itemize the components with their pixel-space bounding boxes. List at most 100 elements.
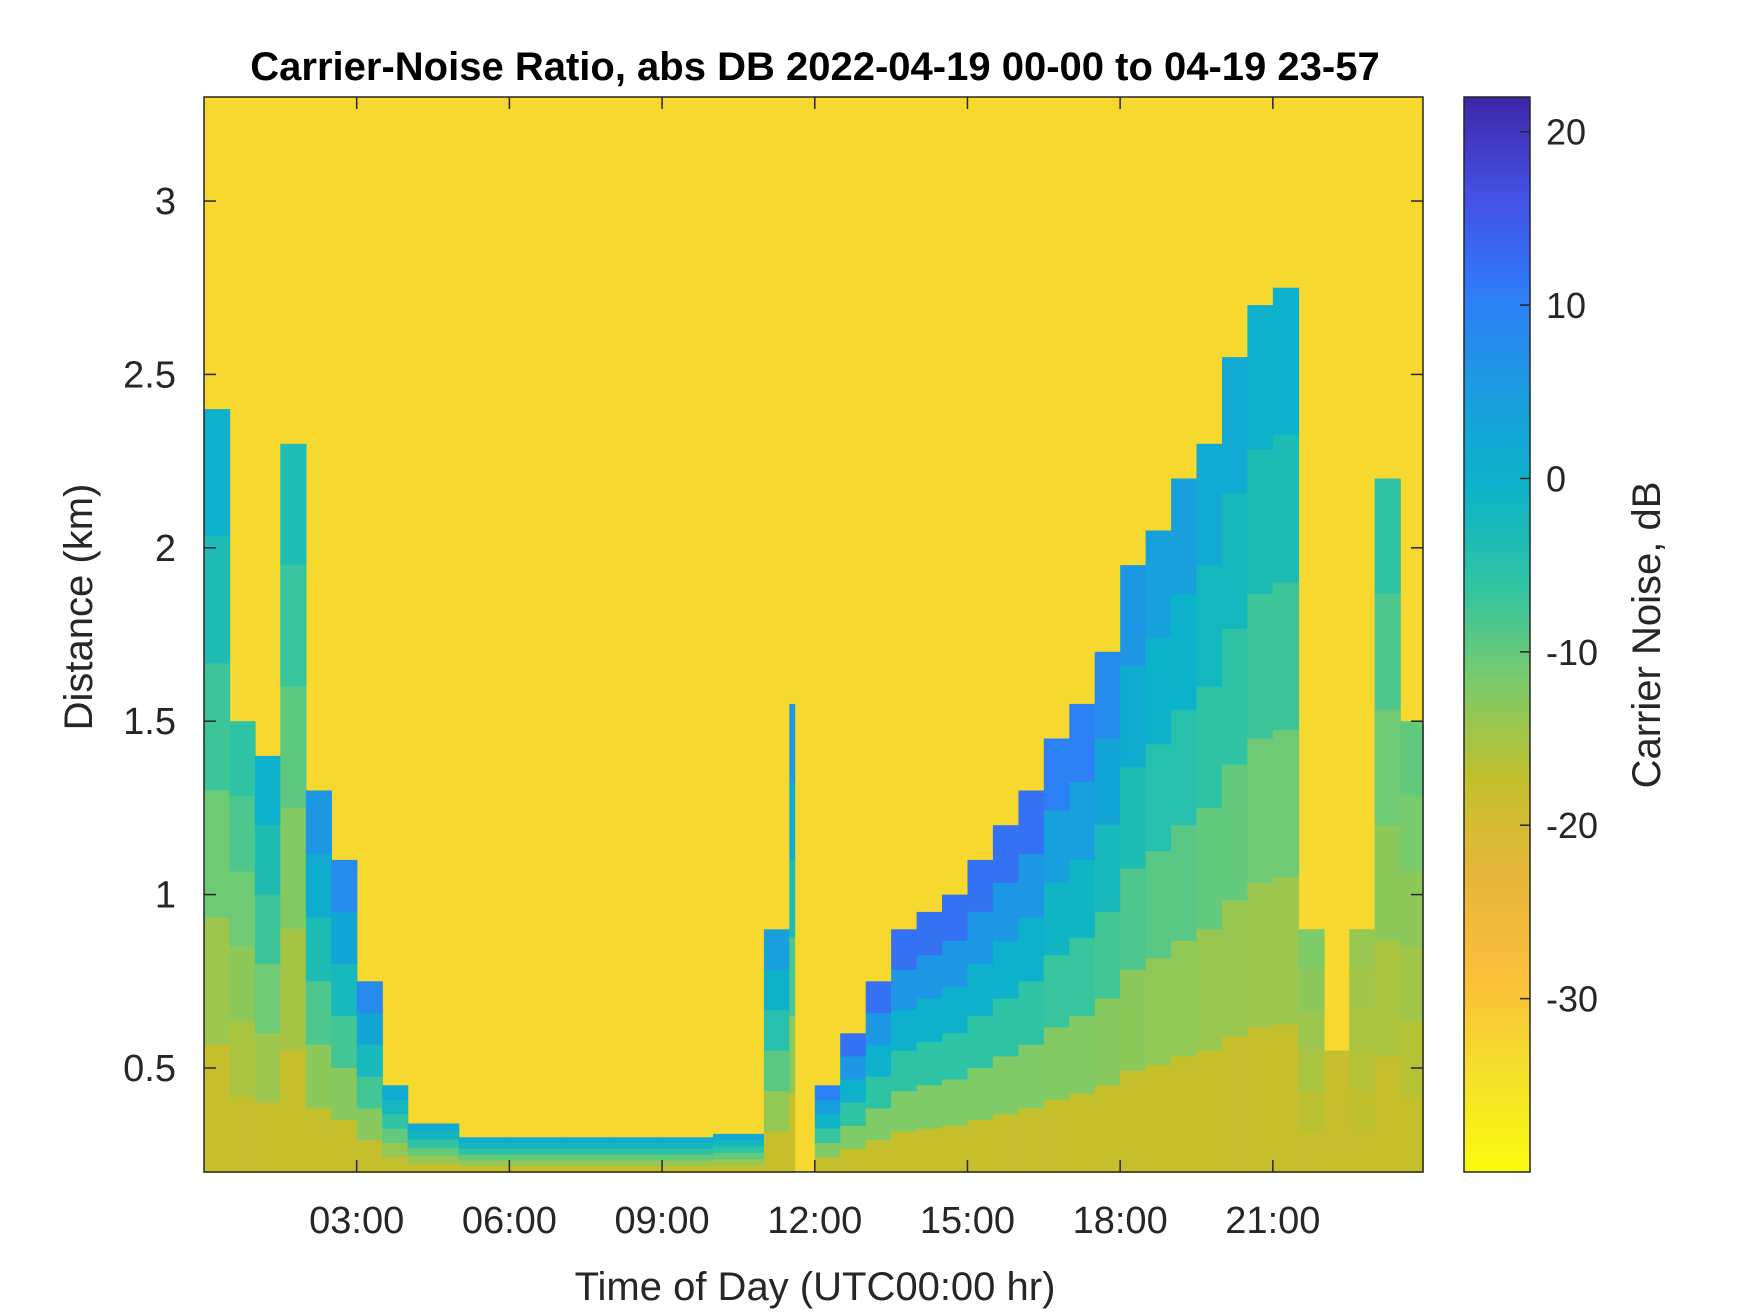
heatmap-column	[992, 825, 1020, 1173]
heatmap-cell	[916, 1085, 943, 1130]
heatmap-cell	[865, 1044, 892, 1078]
heatmap-column	[1400, 721, 1424, 1173]
heatmap-cell	[789, 937, 796, 1017]
y-tick-label: 3	[155, 181, 176, 223]
heatmap-cell	[1222, 357, 1249, 494]
heatmap-cell	[1247, 449, 1274, 595]
heatmap-cell	[1374, 940, 1401, 1058]
heatmap-column	[1018, 790, 1045, 1173]
heatmap-cell	[942, 1079, 969, 1127]
heatmap-cell	[611, 1166, 663, 1173]
heatmap-cell	[1374, 594, 1401, 711]
y-axis-label: Distance (km)	[57, 484, 101, 731]
heatmap-column	[407, 1123, 460, 1173]
heatmap-cell	[1349, 1050, 1376, 1092]
heatmap-cell	[1171, 594, 1198, 711]
heatmap-column	[1298, 929, 1325, 1173]
heatmap-cell	[1069, 781, 1096, 861]
heatmap-cell	[1069, 1016, 1096, 1095]
heatmap-cell	[1196, 807, 1223, 931]
heatmap-cell	[1145, 851, 1172, 959]
heatmap-column	[942, 894, 969, 1173]
heatmap-cell	[356, 1013, 383, 1046]
x-tick-label: 15:00	[920, 1200, 1015, 1242]
heatmap-cell	[1043, 1027, 1070, 1101]
colorbar-tick-label: -20	[1546, 805, 1598, 846]
heatmap-cell	[1018, 917, 1045, 983]
heatmap-cell	[967, 1120, 994, 1173]
heatmap-cell	[229, 871, 256, 948]
heatmap-cell	[1018, 854, 1045, 919]
heatmap-cell	[229, 946, 256, 1023]
x-tick-label: 03:00	[309, 1200, 404, 1242]
heatmap-cell	[1298, 1050, 1325, 1092]
heatmap-cell	[891, 1091, 918, 1133]
heatmap-cell	[280, 443, 307, 566]
heatmap-cell	[1400, 1021, 1424, 1098]
heatmap-cell	[967, 911, 994, 965]
heatmap-cell	[763, 1050, 791, 1092]
heatmap-cell	[916, 998, 943, 1043]
heatmap-column	[1145, 530, 1172, 1173]
heatmap-cell	[763, 1010, 791, 1052]
heatmap-cell	[814, 1085, 841, 1101]
heatmap-cell	[458, 1143, 511, 1150]
heatmap-cell	[1400, 1096, 1424, 1173]
heatmap-column	[1323, 1050, 1350, 1173]
heatmap-cell	[992, 940, 1020, 1000]
heatmap-cell	[916, 911, 943, 956]
heatmap-column	[865, 981, 892, 1173]
y-tick-label: 0.5	[123, 1048, 176, 1090]
heatmap-cell	[1145, 530, 1172, 639]
heatmap-cell	[1323, 1151, 1350, 1173]
heatmap-cell	[713, 1140, 765, 1148]
heatmap-cell	[254, 963, 282, 1035]
heatmap-cell	[789, 781, 796, 861]
heatmap-cell	[713, 1146, 765, 1154]
heatmap-cell	[662, 1143, 714, 1150]
colorbar-gradient	[1463, 96, 1531, 1173]
heatmap-cell	[1120, 868, 1147, 971]
colorbar-ticks: 20 10 0 -10 -20 -30	[1520, 112, 1598, 1020]
heatmap-cell	[1069, 1094, 1096, 1173]
heatmap-column	[967, 859, 994, 1173]
heatmap-cell	[1272, 287, 1300, 436]
heatmap-cell	[840, 1102, 867, 1127]
heatmap-cell	[840, 1125, 867, 1150]
heatmap-cell	[967, 1068, 994, 1121]
y-tick-label: 2.5	[123, 354, 176, 396]
heatmap-cell	[611, 1143, 663, 1150]
heatmap-cell	[1374, 1056, 1401, 1173]
colorbar-tick-label: -10	[1546, 632, 1598, 673]
heatmap-cell	[382, 1143, 409, 1159]
heatmap-cell	[1247, 1027, 1274, 1173]
heatmap-cell	[1247, 883, 1274, 1029]
heatmap-cell	[305, 917, 332, 983]
heatmap-cell	[789, 1094, 796, 1173]
heatmap-cell	[713, 1159, 765, 1167]
heatmap-cell	[891, 1131, 918, 1173]
heatmap-cell	[1043, 955, 1070, 1029]
heatmap-cell	[763, 1131, 791, 1173]
heatmap-cell	[1120, 969, 1147, 1072]
heatmap-cell	[942, 1125, 969, 1173]
heatmap-cell	[1272, 582, 1300, 731]
x-tick-label: 12:00	[767, 1200, 862, 1242]
heatmap-cell	[305, 1108, 332, 1173]
heatmap-cell	[1145, 958, 1172, 1066]
heatmap-cell	[1323, 1111, 1350, 1133]
heatmap-cell	[1298, 1131, 1325, 1173]
y-tick-label: 1.5	[123, 701, 176, 743]
heatmap-cell	[1120, 1070, 1147, 1173]
colorbar-tick-label: 10	[1546, 285, 1586, 326]
heatmap-cell	[331, 1068, 358, 1121]
heatmap-cell	[865, 1140, 892, 1173]
heatmap-cell	[1145, 637, 1172, 746]
heatmap-cell	[356, 1108, 383, 1141]
heatmap-cell	[1094, 651, 1121, 740]
heatmap-cell	[840, 1148, 867, 1173]
heatmap-cell	[229, 796, 256, 873]
heatmap-cell	[305, 790, 332, 855]
heatmap-cell	[891, 1010, 918, 1052]
